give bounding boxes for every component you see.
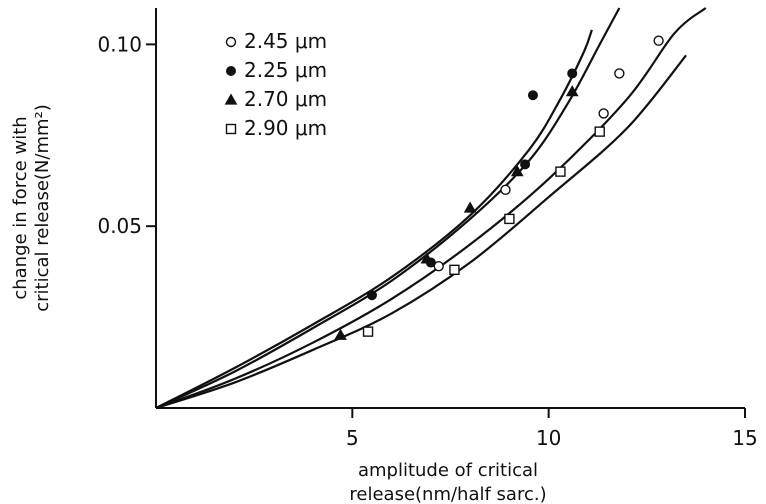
y-tick-label: 0.10 xyxy=(97,32,142,56)
legend-item: 2.90 μm xyxy=(225,116,327,140)
legend-marker xyxy=(224,93,238,105)
data-point xyxy=(594,126,605,137)
data-point xyxy=(565,85,579,97)
data-point xyxy=(449,264,460,276)
legend-label: 2.70 μm xyxy=(244,87,327,111)
x-tick-label: 5 xyxy=(346,426,359,450)
legend-label: 2.25 μm xyxy=(244,58,327,82)
data-point xyxy=(362,326,374,337)
fit-curve xyxy=(155,29,593,409)
legend-label: 2.45 μm xyxy=(244,29,327,53)
data-point xyxy=(653,35,664,46)
data-point xyxy=(504,213,515,225)
x-axis-label-line1: amplitude of critical xyxy=(358,460,538,481)
x-tick-label: 15 xyxy=(732,426,757,450)
data-point xyxy=(510,165,524,177)
y-tick-label: 0.05 xyxy=(97,214,142,238)
fit-curve xyxy=(155,54,687,410)
x-axis-label-line2: release(nm/half sarc.) xyxy=(349,484,546,504)
data-point xyxy=(567,68,578,79)
plot-area: 5 10 15 0.05 0.10 xyxy=(97,7,758,450)
legend: 2.45 μm 2.25 μm 2.70 μm 2.90 μm xyxy=(224,29,327,140)
legend-item: 2.25 μm xyxy=(226,58,327,82)
fit-curve xyxy=(155,7,707,410)
data-point xyxy=(463,201,477,213)
y-axis-label-line2: critical release(N/mm²) xyxy=(32,104,53,312)
legend-label: 2.90 μm xyxy=(244,116,327,140)
axis-ticks: 5 10 15 0.05 0.10 xyxy=(97,32,757,450)
legend-marker xyxy=(225,123,237,135)
x-tick-label: 10 xyxy=(536,426,561,450)
legend-marker xyxy=(225,36,237,48)
y-axis-label-line1: change in force with xyxy=(10,116,31,299)
y-axis-label-group: change in force with critical release(N/… xyxy=(10,104,53,312)
legend-item: 2.70 μm xyxy=(224,87,327,111)
legend-item: 2.45 μm xyxy=(225,29,327,53)
data-points xyxy=(334,35,664,340)
data-point xyxy=(614,68,625,79)
data-point xyxy=(555,166,566,177)
data-point xyxy=(598,108,609,119)
data-point xyxy=(520,159,531,170)
data-point xyxy=(334,328,347,340)
legend-marker xyxy=(226,66,236,76)
data-point xyxy=(366,290,377,301)
data-point xyxy=(500,184,511,196)
fit-curves xyxy=(155,7,707,410)
data-point xyxy=(420,252,434,264)
fit-curve xyxy=(155,7,621,409)
data-point xyxy=(527,90,538,101)
